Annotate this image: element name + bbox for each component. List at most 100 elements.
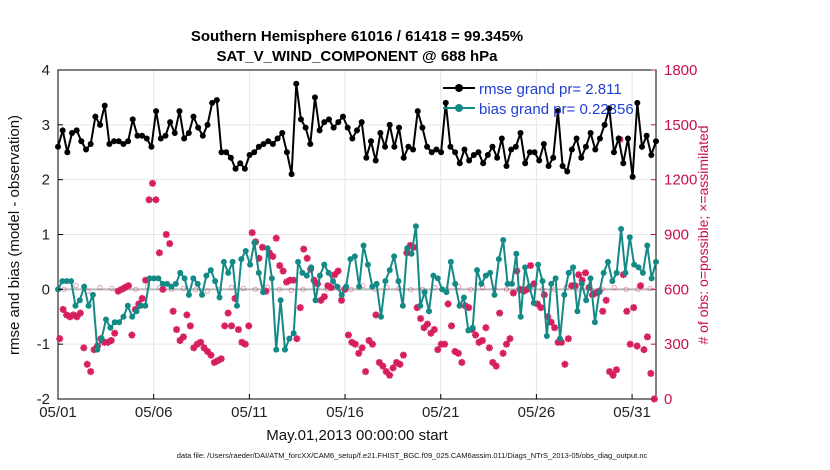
bias-point bbox=[439, 286, 446, 293]
bias-point bbox=[199, 291, 206, 298]
rmse-point bbox=[339, 113, 346, 120]
bias-point bbox=[578, 280, 585, 287]
y-right-axis-ticks: 1800 1500 1200 900 600 300 0 bbox=[651, 62, 697, 408]
bias-point bbox=[68, 278, 75, 285]
bias-point bbox=[500, 236, 507, 243]
bias-point bbox=[596, 289, 603, 296]
bias-point bbox=[194, 280, 201, 287]
bias-point bbox=[277, 297, 284, 304]
bias-point bbox=[343, 283, 350, 290]
obs-possible-point bbox=[109, 285, 115, 292]
bias-point bbox=[417, 302, 424, 309]
bias-point bbox=[85, 302, 92, 309]
obs-assimilated-point bbox=[59, 305, 67, 313]
bias-point bbox=[543, 332, 550, 339]
bias-point bbox=[421, 289, 428, 296]
obs-assimilated-point bbox=[228, 322, 236, 330]
bias-point bbox=[329, 278, 336, 285]
bias-point bbox=[251, 239, 258, 246]
obs-assimilated-point bbox=[599, 307, 607, 315]
bias-point bbox=[116, 319, 123, 326]
bias-point bbox=[522, 264, 529, 271]
bias-point bbox=[631, 261, 638, 268]
rmse-point bbox=[115, 138, 122, 145]
obs-assimilated-point bbox=[152, 196, 160, 204]
rmse-point bbox=[620, 160, 627, 167]
rmse-point bbox=[209, 99, 216, 106]
bias-point bbox=[618, 226, 625, 233]
rmse-point bbox=[92, 113, 99, 120]
rmse-point bbox=[559, 162, 566, 169]
rmse-point bbox=[587, 130, 594, 137]
rmse-point bbox=[531, 149, 538, 156]
obs-possible-point bbox=[348, 286, 354, 292]
obs-possible-point bbox=[276, 286, 282, 292]
bias-point bbox=[382, 278, 389, 285]
rmse-point bbox=[204, 121, 211, 128]
bias-point bbox=[378, 313, 385, 320]
bias-point bbox=[565, 269, 572, 276]
bias-point bbox=[260, 289, 267, 296]
rmse-point bbox=[489, 143, 496, 150]
obs-possible-point bbox=[647, 285, 653, 292]
bias-point bbox=[238, 256, 245, 263]
bias-point bbox=[286, 335, 293, 342]
obs-assimilated-point bbox=[289, 276, 297, 284]
obs-assimilated-point bbox=[303, 254, 311, 262]
obs-assimilated-point bbox=[386, 371, 394, 379]
bias-point bbox=[412, 223, 419, 230]
rmse-point bbox=[185, 130, 192, 137]
bias-point bbox=[487, 269, 494, 276]
rmse-point bbox=[167, 119, 174, 126]
chart-title-line1: Southern Hemisphere 61016 / 61418 = 99.3… bbox=[191, 28, 523, 45]
bias-point bbox=[255, 269, 262, 276]
bias-point bbox=[247, 261, 254, 268]
rmse-point bbox=[153, 108, 160, 115]
bias-point bbox=[360, 242, 367, 249]
rmse-point bbox=[452, 149, 459, 156]
bias-point bbox=[548, 280, 555, 287]
obs-assimilated-point bbox=[602, 296, 610, 304]
obs-assimilated-point bbox=[379, 362, 387, 370]
chart-title-line2: SAT_V_WIND_COMPONENT @ 688 hPa bbox=[216, 48, 498, 65]
bias-point bbox=[460, 294, 467, 301]
bias-point bbox=[644, 242, 651, 249]
bias-point bbox=[465, 327, 472, 334]
rmse-point bbox=[349, 135, 356, 142]
rmse-point bbox=[321, 119, 328, 126]
bias-point bbox=[386, 267, 393, 274]
bias-point bbox=[225, 269, 232, 276]
rmse-point bbox=[438, 149, 445, 156]
obs-possible-point bbox=[180, 285, 187, 292]
rmse-point bbox=[279, 130, 286, 137]
bias-point bbox=[552, 275, 559, 282]
rmse-point bbox=[475, 149, 482, 156]
legend-bias-label: bias grand pr= 0.22356 bbox=[479, 101, 634, 118]
rmse-point bbox=[101, 102, 108, 109]
rmse-point bbox=[83, 146, 90, 153]
obs-assimilated-point bbox=[420, 324, 428, 332]
bias-point bbox=[635, 264, 642, 271]
obs-assimilated-point bbox=[485, 344, 493, 352]
bias-point bbox=[220, 258, 227, 265]
obs-assimilated-point bbox=[372, 311, 380, 319]
obs-assimilated-point bbox=[496, 309, 504, 317]
rmse-point bbox=[536, 157, 543, 164]
rmse-point bbox=[456, 160, 463, 167]
rmse-point bbox=[265, 138, 272, 145]
x-tick-label: 05/06 bbox=[135, 404, 173, 421]
bias-point bbox=[364, 261, 371, 268]
rmse-point bbox=[578, 154, 585, 161]
rmse-point bbox=[629, 173, 636, 180]
y-right-tick-label: 900 bbox=[664, 227, 689, 244]
obs-assimilated-point bbox=[499, 349, 507, 357]
y-right-tick-label: 600 bbox=[664, 281, 689, 298]
rmse-point bbox=[69, 130, 76, 137]
obs-assimilated-point bbox=[448, 322, 456, 330]
obs-assimilated-point bbox=[327, 284, 335, 292]
rmse-point bbox=[195, 124, 202, 131]
obs-assimilated-point bbox=[221, 322, 229, 330]
rmse-point bbox=[522, 160, 529, 167]
bias-point bbox=[604, 258, 611, 265]
bias-point bbox=[478, 280, 485, 287]
